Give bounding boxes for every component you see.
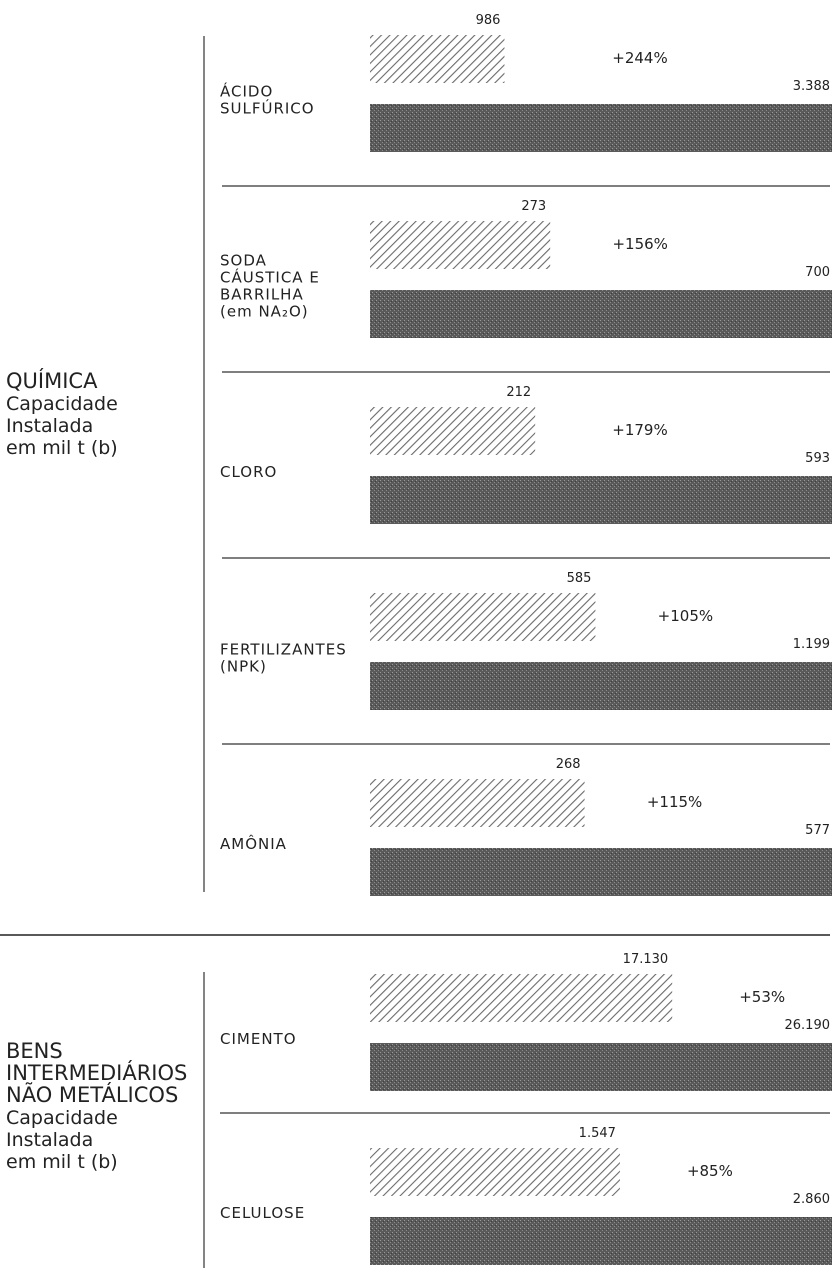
- group-label-line: QUÍMICA: [6, 368, 98, 393]
- value-label-after: 577: [805, 823, 830, 838]
- group-label-line: em mil t (b): [6, 1151, 118, 1173]
- group-label-line: BENS: [6, 1039, 63, 1063]
- category-label: CELULOSE: [220, 1204, 305, 1222]
- category-label-line: SULFÚRICO: [220, 99, 315, 118]
- bar-after: [370, 290, 832, 338]
- category-label-line: CELULOSE: [220, 1204, 305, 1222]
- category-label: SODA CÁUSTICA E BARRILHA (em NA₂O): [220, 252, 320, 321]
- bar-after: [370, 1043, 832, 1091]
- value-label-before: 585: [567, 571, 592, 586]
- change-label: +179%: [612, 421, 667, 439]
- category-label-line: CLORO: [220, 463, 277, 481]
- group-label-line: NÃO METÁLICOS: [6, 1081, 178, 1107]
- value-label-before: 268: [556, 757, 581, 772]
- value-label-before: 273: [521, 199, 546, 214]
- value-label-before: 212: [506, 385, 531, 400]
- category-label-line: FERTILIZANTES: [220, 641, 347, 659]
- chart-marks: 986 3.388 +244% ÁCIDO SULFÚRICO 273 700 +156% SO…: [220, 13, 832, 1265]
- value-label-before: 986: [476, 13, 501, 28]
- change-label: +115%: [647, 793, 702, 811]
- value-label-before: 17.130: [623, 952, 669, 967]
- bar-before: [370, 407, 536, 455]
- bar-after: [370, 848, 832, 896]
- category-label: AMÔNIA: [220, 834, 287, 853]
- category-label-line: (NPK): [220, 658, 267, 676]
- group-label: BENS INTERMEDIÁRIOS NÃO METÁLICOS Capacidad…: [6, 1039, 187, 1173]
- value-label-after: 3.388: [793, 79, 830, 94]
- bar-before: [370, 221, 551, 269]
- value-label-after: 1.199: [793, 637, 830, 652]
- category-label-line: ÁCIDO: [220, 82, 273, 101]
- category-label-line: CIMENTO: [220, 1030, 297, 1048]
- bar-before: [370, 593, 596, 641]
- category-label-line: AMÔNIA: [220, 834, 287, 853]
- category-label-line: CÁUSTICA E: [220, 268, 320, 287]
- bar-before: [370, 974, 673, 1022]
- change-label: +85%: [687, 1162, 733, 1180]
- bar-after: [370, 476, 832, 524]
- category-label: FERTILIZANTES (NPK): [220, 641, 347, 676]
- value-label-after: 2.860: [793, 1192, 830, 1207]
- group-label-line: Instalada: [6, 1129, 93, 1151]
- bar-before: [370, 1148, 620, 1196]
- change-label: +105%: [658, 607, 713, 625]
- group-label-line: Instalada: [6, 415, 93, 437]
- group-label-line: INTERMEDIÁRIOS: [6, 1060, 187, 1085]
- category-label-line: SODA: [220, 252, 267, 270]
- chart-frame: [0, 36, 830, 1268]
- category-label: CLORO: [220, 463, 277, 481]
- value-label-before: 1.547: [579, 1126, 616, 1141]
- bar-after: [370, 1217, 832, 1265]
- category-label: CIMENTO: [220, 1030, 297, 1048]
- group-labels: QUÍMICA Capacidade Instalada em mil t (b)BE…: [6, 368, 187, 1173]
- category-label: ÁCIDO SULFÚRICO: [220, 82, 315, 118]
- change-label: +53%: [739, 988, 785, 1006]
- bar-before: [370, 35, 505, 83]
- bar-before: [370, 779, 585, 827]
- value-label-after: 593: [805, 451, 830, 466]
- change-label: +244%: [612, 49, 667, 67]
- category-label-line: (em NA₂O): [220, 303, 309, 321]
- bar-after: [370, 662, 832, 710]
- group-label: QUÍMICA Capacidade Instalada em mil t (b): [6, 368, 118, 459]
- group-label-line: em mil t (b): [6, 437, 118, 459]
- group-label-line: Capacidade: [6, 1107, 118, 1129]
- group-label-line: Capacidade: [6, 393, 118, 415]
- category-label-line: BARRILHA: [220, 286, 304, 304]
- value-label-after: 700: [805, 265, 830, 280]
- bar-after: [370, 104, 832, 152]
- value-label-after: 26.190: [785, 1018, 831, 1033]
- change-label: +156%: [612, 235, 667, 253]
